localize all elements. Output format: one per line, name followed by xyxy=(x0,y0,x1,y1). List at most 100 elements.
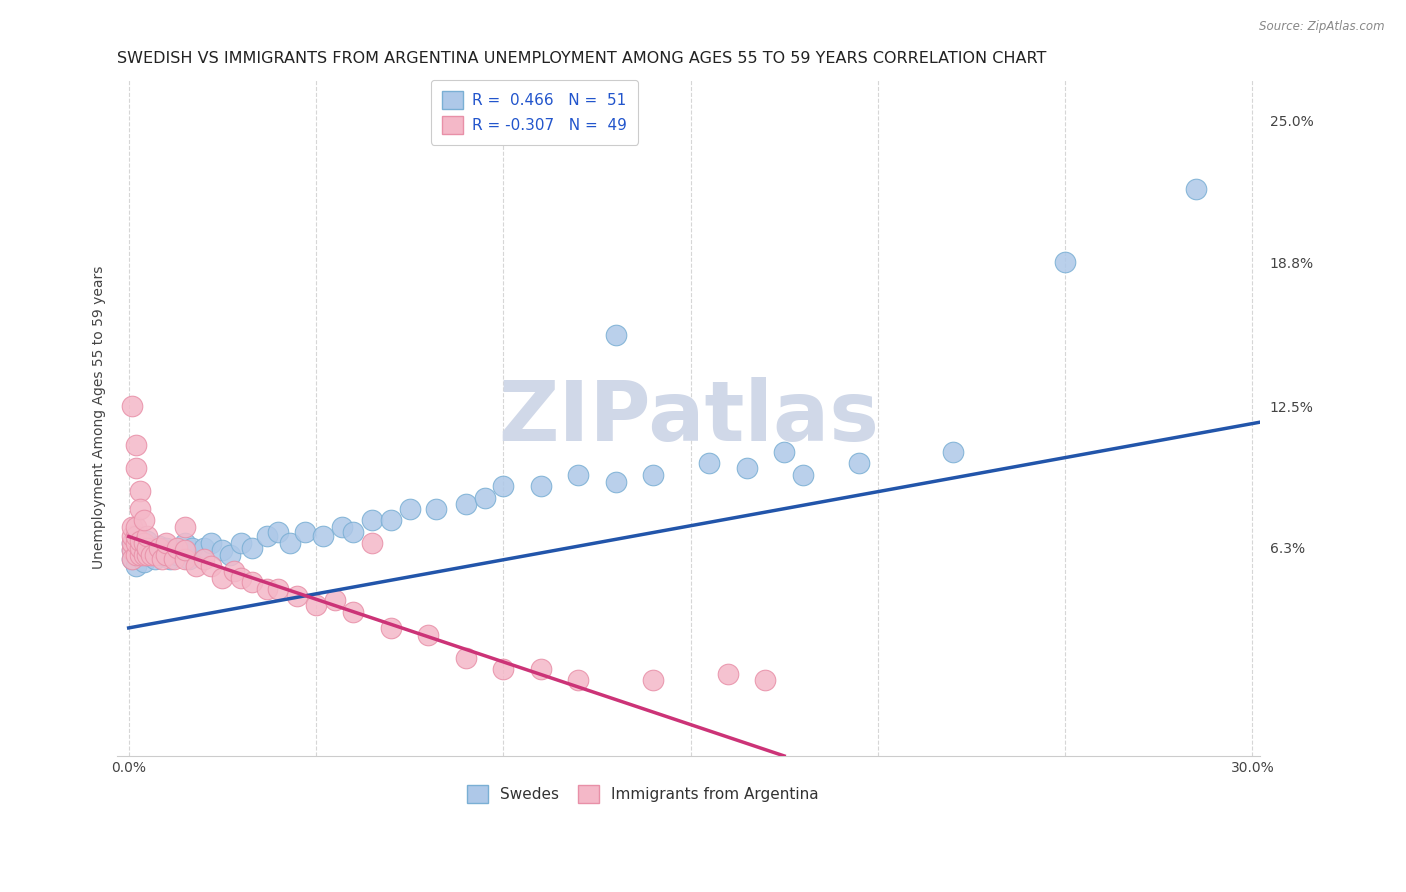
Point xyxy=(361,536,384,550)
Point xyxy=(605,328,627,343)
Point xyxy=(150,548,173,562)
Point xyxy=(132,548,155,562)
Point xyxy=(278,536,301,550)
Point xyxy=(121,529,143,543)
Point xyxy=(184,559,207,574)
Point xyxy=(211,543,233,558)
Point xyxy=(148,539,170,553)
Point xyxy=(125,529,148,543)
Point xyxy=(125,529,148,543)
Point xyxy=(132,514,155,528)
Point xyxy=(773,445,796,459)
Point xyxy=(229,571,252,585)
Point xyxy=(121,552,143,566)
Point xyxy=(129,483,152,498)
Point xyxy=(218,548,240,562)
Point xyxy=(305,598,328,612)
Point xyxy=(380,514,402,528)
Point xyxy=(136,548,159,562)
Point xyxy=(181,541,204,555)
Point xyxy=(942,445,965,459)
Point xyxy=(125,461,148,475)
Point xyxy=(173,520,195,534)
Legend: Swedes, Immigrants from Argentina: Swedes, Immigrants from Argentina xyxy=(461,780,825,809)
Point xyxy=(166,541,188,555)
Point xyxy=(717,666,740,681)
Point xyxy=(1185,182,1208,196)
Point xyxy=(121,543,143,558)
Point xyxy=(121,520,143,534)
Point xyxy=(285,589,308,603)
Point xyxy=(129,502,152,516)
Point xyxy=(641,673,664,688)
Text: ZIPatlas: ZIPatlas xyxy=(498,377,879,458)
Text: Source: ZipAtlas.com: Source: ZipAtlas.com xyxy=(1260,20,1385,33)
Point xyxy=(132,555,155,569)
Point xyxy=(129,548,152,562)
Point xyxy=(162,552,184,566)
Point xyxy=(125,548,148,562)
Point xyxy=(229,536,252,550)
Point xyxy=(143,548,166,562)
Point xyxy=(159,552,181,566)
Point xyxy=(211,571,233,585)
Point xyxy=(380,621,402,635)
Point xyxy=(132,536,155,550)
Point xyxy=(492,479,515,493)
Point xyxy=(150,552,173,566)
Point xyxy=(136,529,159,543)
Point xyxy=(342,605,364,619)
Point xyxy=(240,541,263,555)
Point xyxy=(222,564,245,578)
Point xyxy=(240,575,263,590)
Point xyxy=(267,524,290,539)
Point xyxy=(121,536,143,550)
Point xyxy=(735,461,758,475)
Point xyxy=(155,536,177,550)
Text: SWEDISH VS IMMIGRANTS FROM ARGENTINA UNEMPLOYMENT AMONG AGES 55 TO 59 YEARS CORR: SWEDISH VS IMMIGRANTS FROM ARGENTINA UNE… xyxy=(118,51,1047,66)
Point xyxy=(129,541,152,555)
Point xyxy=(361,514,384,528)
Point xyxy=(342,524,364,539)
Point xyxy=(129,548,152,562)
Point xyxy=(155,548,177,562)
Point xyxy=(492,662,515,676)
Point xyxy=(530,662,553,676)
Point xyxy=(155,541,177,555)
Point xyxy=(143,552,166,566)
Point xyxy=(193,552,215,566)
Point xyxy=(125,559,148,574)
Point xyxy=(792,467,814,482)
Point xyxy=(141,548,163,562)
Point xyxy=(530,479,553,493)
Point xyxy=(173,552,195,566)
Point xyxy=(425,502,447,516)
Point xyxy=(162,543,184,558)
Point xyxy=(312,529,335,543)
Point xyxy=(567,673,589,688)
Point xyxy=(121,399,143,413)
Point xyxy=(697,456,720,470)
Point xyxy=(474,491,496,505)
Point xyxy=(136,534,159,549)
Point xyxy=(454,498,477,512)
Point xyxy=(267,582,290,596)
Point xyxy=(129,534,152,549)
Point xyxy=(605,475,627,489)
Point xyxy=(398,502,420,516)
Point xyxy=(136,548,159,562)
Point xyxy=(129,541,152,555)
Point xyxy=(567,467,589,482)
Point xyxy=(121,536,143,550)
Point xyxy=(200,559,222,574)
Point xyxy=(330,520,353,534)
Point xyxy=(125,520,148,534)
Point xyxy=(256,582,278,596)
Point xyxy=(173,543,195,558)
Point xyxy=(121,543,143,558)
Point xyxy=(173,536,195,550)
Point xyxy=(1054,255,1077,269)
Y-axis label: Unemployment Among Ages 55 to 59 years: Unemployment Among Ages 55 to 59 years xyxy=(93,266,107,569)
Point xyxy=(294,524,316,539)
Point xyxy=(256,529,278,543)
